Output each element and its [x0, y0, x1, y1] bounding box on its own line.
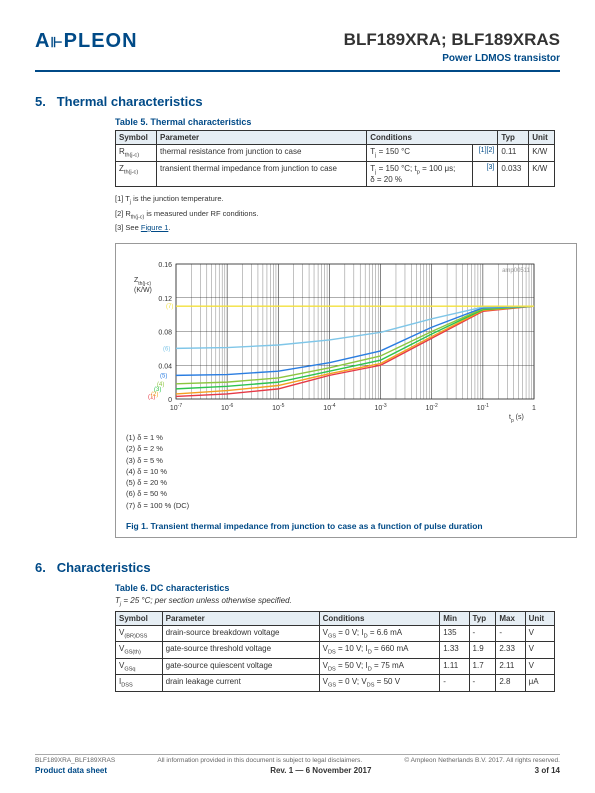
page-footer: BLF189XRA_BLF189XRAS All information pro… [35, 754, 560, 775]
figure1-chart: 0 0.04 0.08 0.12 0.16 10-7 10-6 10-5 10-4 10-3 10-… [126, 254, 544, 424]
doc-subtitle: Power LDMOS transistor [344, 53, 560, 64]
footer-rev: Rev. 1 — 6 November 2017 [270, 766, 371, 775]
svg-text:(6): (6) [163, 347, 170, 353]
table6-caption: Table 6. DC characteristics [115, 583, 560, 593]
table5-caption: Table 5. Thermal characteristics [115, 117, 560, 127]
page-header: A⊩PLEON BLF189XRA; BLF189XRAS Power LDMO… [35, 30, 560, 72]
doc-title: BLF189XRA; BLF189XRAS [344, 30, 560, 50]
section6-heading: 6. Characteristics [35, 560, 560, 575]
svg-text:10-1: 10-1 [477, 403, 489, 412]
svg-text:0.16: 0.16 [158, 262, 172, 269]
svg-text:Zth(j-c): Zth(j-c) [134, 277, 151, 287]
section5-heading: 5. Thermal characteristics [35, 94, 560, 109]
svg-text:tp (s): tp (s) [509, 414, 524, 424]
svg-text:10-4: 10-4 [323, 403, 335, 412]
svg-text:0: 0 [168, 397, 172, 404]
footer-doc: BLF189XRA_BLF189XRAS [35, 757, 115, 764]
svg-text:0.08: 0.08 [158, 330, 172, 337]
table6-sub: Tj = 25 °C; per section unless otherwise… [115, 596, 560, 608]
figure1-legend: (1) δ = 1 %(2) δ = 2 %(3) δ = 5 %(4) δ =… [126, 432, 566, 511]
svg-text:0.12: 0.12 [158, 296, 172, 303]
svg-text:(7): (7) [166, 304, 173, 310]
footer-page: 3 of 14 [535, 766, 560, 775]
footer-type: Product data sheet [35, 766, 107, 775]
footer-disc: All information provided in this documen… [157, 757, 362, 764]
svg-text:1: 1 [532, 405, 536, 412]
logo: A⊩PLEON [35, 30, 138, 53]
svg-text:0.04: 0.04 [158, 363, 172, 370]
figure1-box: 0 0.04 0.08 0.12 0.16 10-7 10-6 10-5 10-4 10-3 10-… [115, 243, 577, 538]
svg-text:10-2: 10-2 [426, 403, 438, 412]
svg-text:10-6: 10-6 [221, 403, 233, 412]
svg-text:amp00511: amp00511 [502, 268, 531, 274]
figure1-caption: Fig 1. Transient thermal impedance from … [126, 517, 566, 531]
svg-text:10-3: 10-3 [374, 403, 386, 412]
svg-text:10-7: 10-7 [170, 403, 182, 412]
footer-copy: © Ampleon Netherlands B.V. 2017. All rig… [404, 757, 560, 764]
table5-notes: [1] Tj is the junction temperature.[2] R… [115, 193, 560, 233]
svg-text:(4): (4) [157, 382, 164, 388]
table6: SymbolParameterConditionsMinTypMaxUnit V… [115, 611, 555, 692]
svg-text:10-5: 10-5 [272, 403, 284, 412]
table5: SymbolParameterConditionsTypUnit Rth(j-c… [115, 130, 555, 187]
svg-text:(5): (5) [160, 374, 167, 380]
svg-text:(K/W): (K/W) [134, 287, 152, 294]
